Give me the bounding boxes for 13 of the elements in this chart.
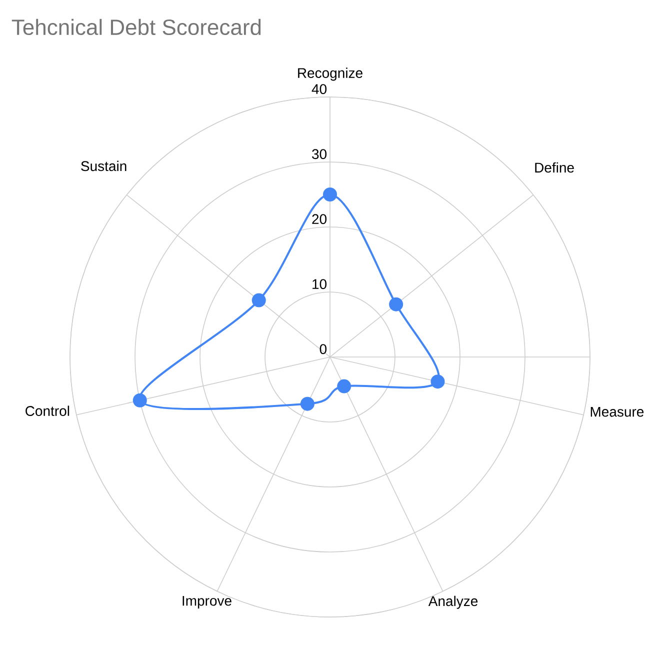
spoke-label: Sustain xyxy=(81,160,126,172)
y-tick-label: 30 xyxy=(312,149,327,160)
y-tick-label: 0 xyxy=(320,344,327,354)
spoke-label: Measure xyxy=(590,406,644,417)
spoke-label: Control xyxy=(26,406,70,416)
spoke-label: Improve xyxy=(182,596,232,609)
chart-title: Tehcnical Debt Scorecard xyxy=(12,18,261,36)
y-tick-label: 10 xyxy=(312,279,327,290)
spoke-label: Recognize xyxy=(298,68,362,81)
spoke-label: Analyze xyxy=(428,596,478,609)
y-tick-label: 20 xyxy=(312,214,327,224)
y-tick-label: 40 xyxy=(312,84,327,94)
spoke-label: Define xyxy=(535,162,574,173)
